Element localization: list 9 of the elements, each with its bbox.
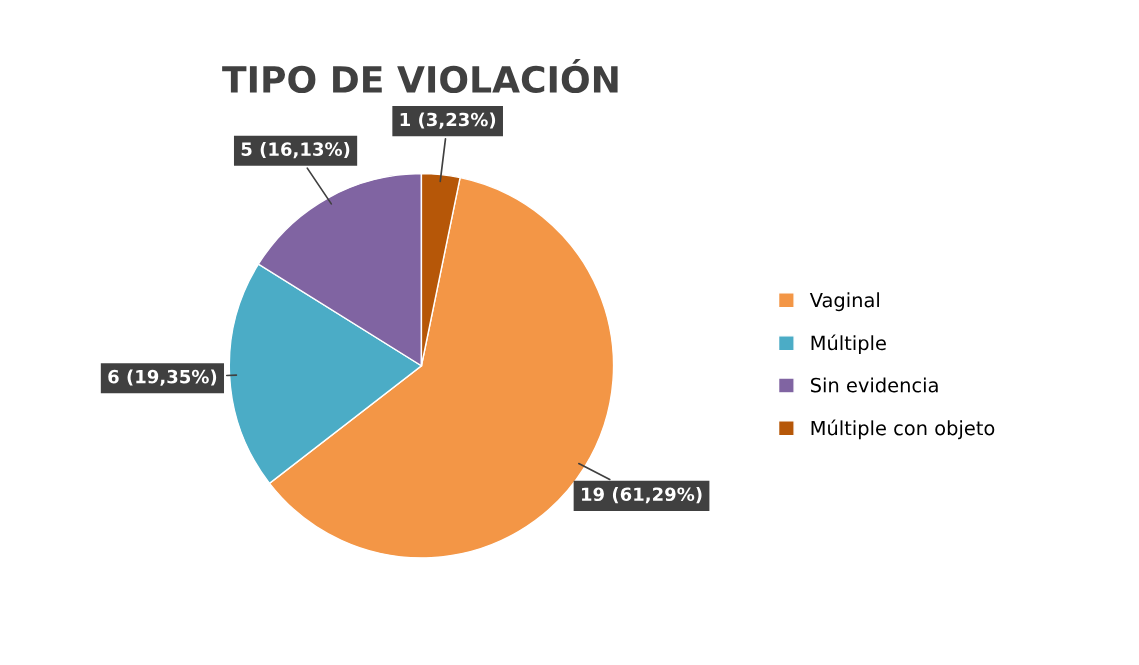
legend-label: Múltiple con objeto	[811, 419, 995, 440]
data-label: 6 (19,35%)	[108, 369, 217, 386]
data-label: 1 (3,23%)	[400, 112, 496, 129]
data-label: 5 (16,13%)	[241, 142, 350, 159]
legend-label: Sin evidencia	[810, 377, 938, 393]
legend-label: Múltiple	[811, 334, 886, 355]
chart-title: TIPO DE VIOLACIÓN	[222, 59, 618, 94]
data-label: 19 (61,29%)	[582, 487, 702, 504]
legend-label: Vaginal	[809, 292, 879, 312]
